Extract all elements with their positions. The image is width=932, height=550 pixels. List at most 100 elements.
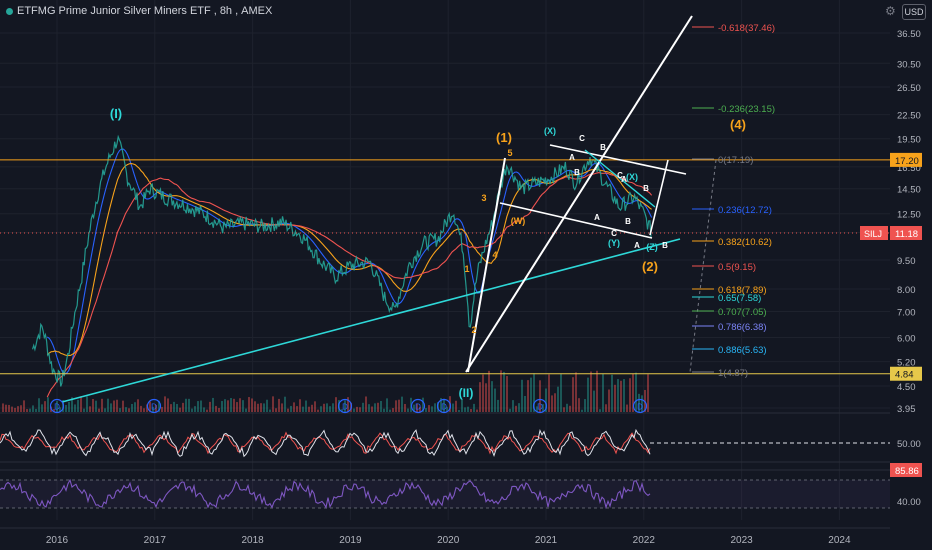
volume-bar <box>227 400 229 412</box>
volume-bar <box>293 402 295 412</box>
volume-bar <box>494 388 496 412</box>
rsi-badge-bg <box>890 463 922 477</box>
volume-bar <box>26 409 28 412</box>
level-badge: 4.84 <box>895 370 914 381</box>
time-tick-label: 2022 <box>633 535 656 546</box>
time-tick-label: 2019 <box>339 535 362 546</box>
currency-button[interactable]: USD <box>902 4 926 20</box>
volume-bar <box>326 403 328 412</box>
level-badge-bg <box>890 152 922 167</box>
volume-bar <box>407 408 409 412</box>
volume-bar <box>614 384 616 412</box>
volume-bar <box>35 408 37 412</box>
volume-bar <box>131 403 133 412</box>
oscillator-line <box>0 428 651 458</box>
last-price-badge-bg <box>890 226 922 240</box>
volume-bar <box>524 395 526 412</box>
dividend-marker: D <box>436 398 452 414</box>
volume-bar <box>218 408 220 412</box>
rsi-line <box>0 478 651 510</box>
volume-bar <box>290 405 292 412</box>
wave-label: (1) <box>496 130 512 145</box>
exchange: AMEX <box>241 5 273 17</box>
volume-bar <box>74 404 76 412</box>
wave-label: A <box>621 175 627 184</box>
volume-bar <box>602 373 604 412</box>
volume-bar <box>116 399 118 412</box>
wave-label: 1 <box>464 264 469 274</box>
volume-bar <box>461 399 463 412</box>
volume-bar <box>542 404 544 412</box>
volume-bar <box>413 404 415 412</box>
wave-label: B <box>574 168 580 177</box>
volume-bar <box>170 404 172 412</box>
volume-bar <box>92 398 94 412</box>
volume-bar <box>617 379 619 412</box>
volume-bar <box>560 373 562 412</box>
dividend-circle <box>436 398 452 414</box>
volume-bar <box>623 379 625 412</box>
volume-bar <box>5 404 7 412</box>
drawings[interactable] <box>0 15 890 403</box>
volume-bar <box>167 398 169 412</box>
volume-bar <box>155 405 157 412</box>
volume-bar <box>23 400 25 412</box>
volume-bar <box>368 404 370 412</box>
volume-bar <box>320 406 322 412</box>
volume-bar <box>59 407 61 412</box>
rsi-badge: 85.86 <box>895 466 919 477</box>
volume-bar <box>224 399 226 412</box>
volume-bar <box>596 370 598 412</box>
volume-bar <box>197 401 199 412</box>
volume-bar <box>515 405 517 412</box>
volume-bar <box>359 407 361 412</box>
volume-bar <box>203 407 205 412</box>
volume-bar <box>566 403 568 412</box>
price-tick-label: 22.50 <box>897 111 921 122</box>
volume-bar <box>428 405 430 412</box>
volume-bar <box>239 398 241 412</box>
wave-label: 4 <box>492 250 497 260</box>
volume-bar <box>371 406 373 412</box>
volume-bar <box>8 404 10 412</box>
rsi-band <box>0 480 890 508</box>
volume-bar <box>476 409 478 412</box>
volume-bar <box>530 377 532 412</box>
wave-label: (X) <box>626 172 638 182</box>
volume-bar <box>425 408 427 412</box>
price-tick-label: 7.00 <box>897 308 916 319</box>
volume-bar <box>488 370 490 412</box>
volume-bar <box>200 400 202 412</box>
volume-bar <box>446 406 448 412</box>
volume-bar <box>629 378 631 412</box>
volume-bar <box>296 406 298 412</box>
rsi-tick: 40.00 <box>897 497 921 508</box>
volume-bar <box>593 390 595 412</box>
volume-bar <box>53 409 55 412</box>
volume-bar <box>230 398 232 412</box>
dividend-marker: D <box>532 398 548 414</box>
volume-bar <box>635 372 637 412</box>
dividend-letter: D <box>537 403 543 412</box>
volume-bar <box>302 406 304 412</box>
volume-bar <box>299 399 301 412</box>
volume-bar <box>578 398 580 412</box>
volume-bar <box>17 406 19 412</box>
volume-bar <box>335 397 337 412</box>
lock-icon[interactable]: ⚙ <box>885 4 896 18</box>
volume-bar <box>521 379 523 412</box>
volume-bar <box>20 405 22 412</box>
wave-label: 2 <box>471 325 476 335</box>
volume-bar <box>44 401 46 412</box>
volume-bar <box>341 409 343 412</box>
dividend-circle <box>337 398 353 414</box>
volume-bar <box>233 398 235 412</box>
volume-bar <box>584 399 586 412</box>
volume-bar <box>95 400 97 412</box>
fib-level-label: -0.618(37.46) <box>718 23 775 34</box>
volume-bar <box>641 395 643 412</box>
cyan-trendline <box>61 238 681 403</box>
fib-level-label: 0.886(5.63) <box>718 345 767 356</box>
